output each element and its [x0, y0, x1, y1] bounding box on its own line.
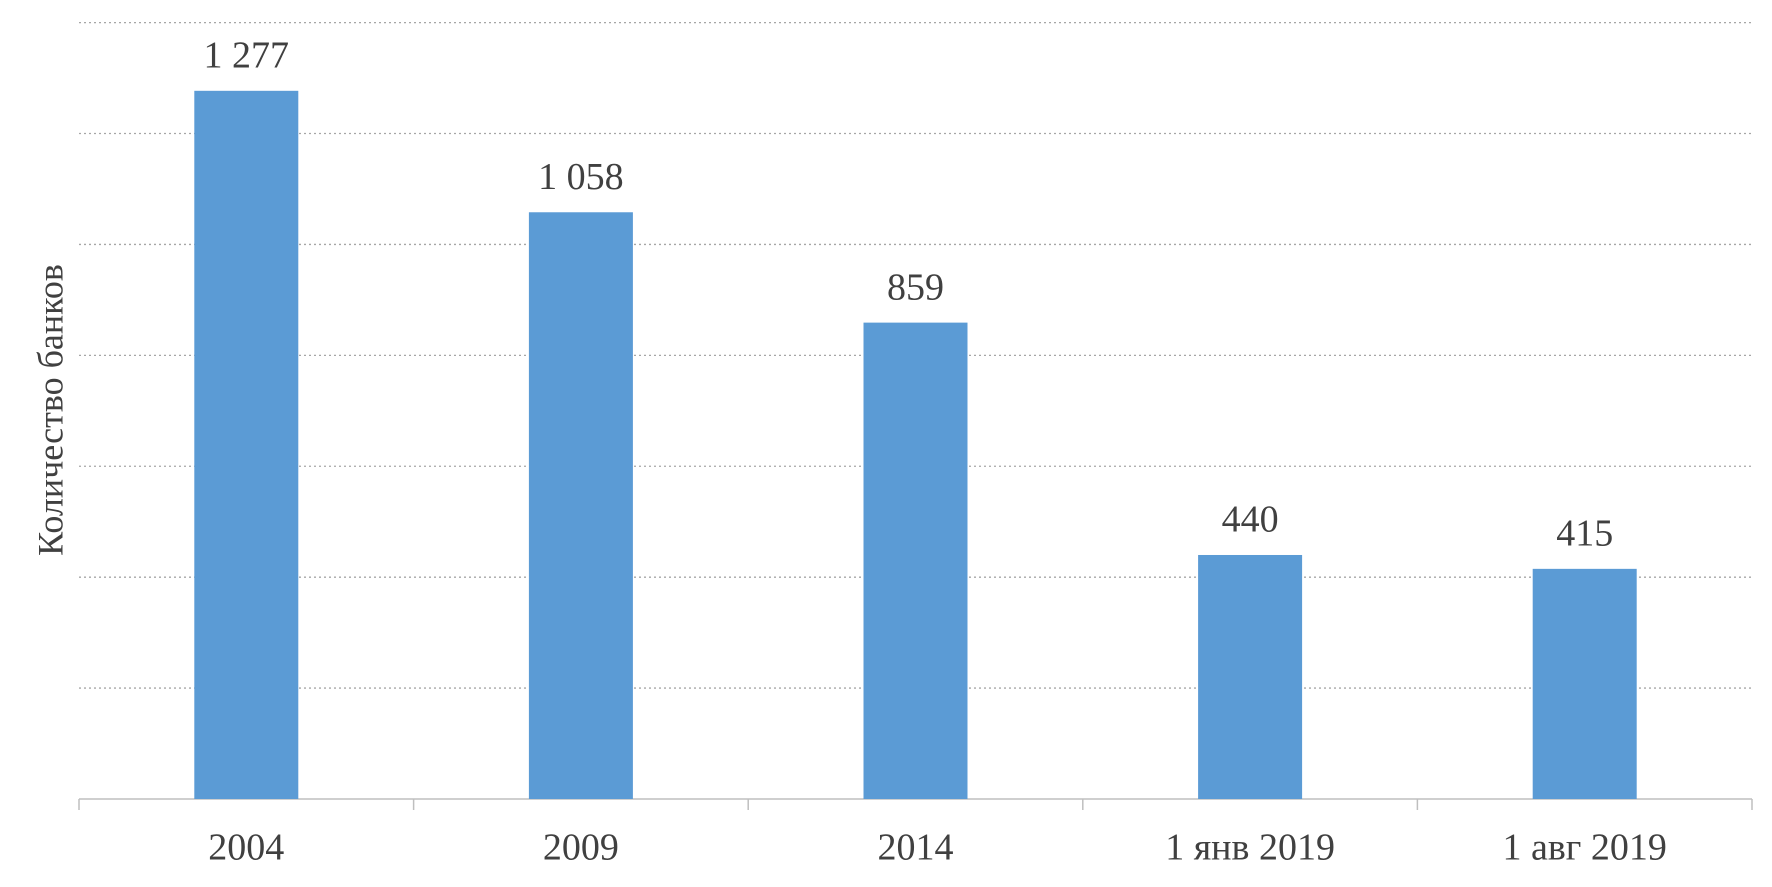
data-label: 1 058	[538, 156, 624, 198]
bar	[863, 322, 968, 799]
y-axis-label: Количество банков	[30, 264, 70, 556]
data-label: 1 277	[204, 35, 290, 77]
bar	[528, 212, 633, 799]
bar	[1532, 568, 1637, 799]
data-label: 440	[1222, 499, 1279, 541]
data-label: 415	[1556, 513, 1613, 555]
x-tick-label: 2014	[878, 827, 954, 869]
x-tick-label: 2004	[208, 827, 284, 869]
x-tick-label: 1 янв 2019	[1165, 827, 1335, 869]
data-label: 859	[887, 266, 944, 308]
bar	[1198, 554, 1303, 799]
bar	[194, 90, 299, 800]
x-tick-label: 1 авг 2019	[1502, 827, 1666, 869]
x-tick-label: 2009	[543, 827, 619, 869]
